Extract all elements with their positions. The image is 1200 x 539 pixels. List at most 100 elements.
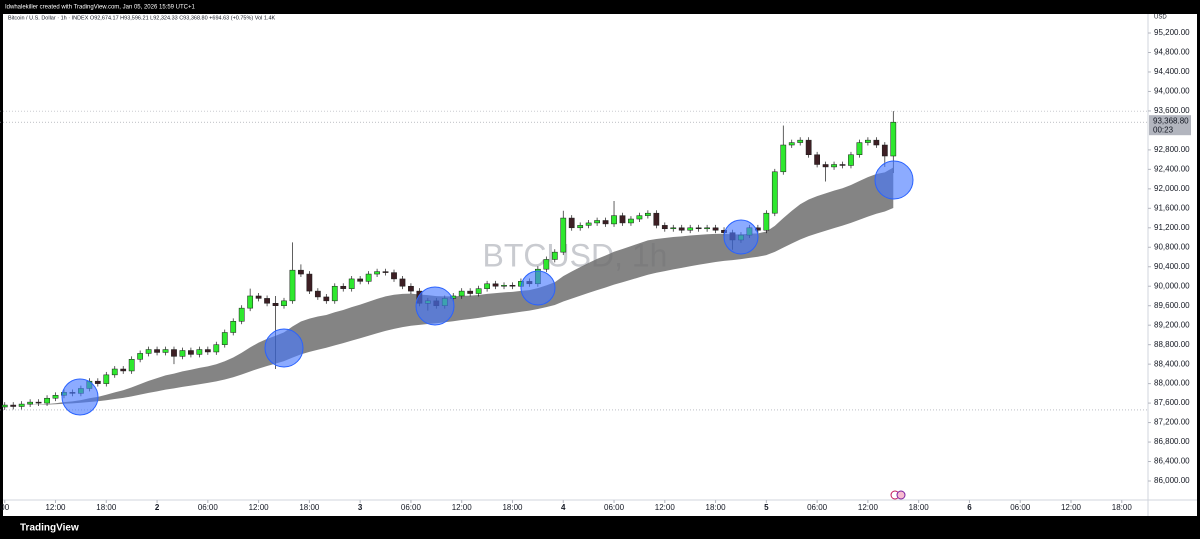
candle-body (52, 395, 59, 399)
y-tick-label: 91,200.00 (1154, 223, 1190, 232)
candle-body (128, 359, 135, 372)
candle-body (255, 295, 262, 299)
candle-body (881, 144, 888, 157)
marker-circle (264, 328, 304, 368)
candle-body (661, 225, 668, 230)
x-tick-label: 12:00 (45, 503, 66, 512)
y-tick-label: 91,600.00 (1154, 203, 1190, 212)
candle-body (27, 401, 33, 405)
candle-body (890, 121, 897, 157)
y-tick-label: 90,400.00 (1154, 262, 1190, 271)
candle-body (230, 321, 237, 333)
x-tick-label: 12:00 (249, 503, 270, 512)
y-tick-label: 94,400.00 (1154, 67, 1190, 76)
x-tick-label: 2 (155, 503, 160, 512)
candle-body (391, 272, 397, 280)
candle-body (687, 227, 694, 231)
candle-body (805, 139, 812, 156)
candle-body (788, 142, 795, 146)
x-tick-label: 06:00 (198, 503, 219, 512)
candle-body (120, 368, 127, 372)
x-tick-label: 12:00 (1061, 503, 1082, 512)
marker-circle (874, 160, 914, 200)
event-icon (890, 490, 906, 500)
x-tick-label: 12:00 (452, 503, 473, 512)
x-tick-label: 00 (0, 503, 9, 512)
candle-body (247, 295, 254, 309)
candle-body (399, 278, 406, 287)
candle-body (365, 273, 372, 282)
candle-body (780, 144, 787, 173)
last-price-label: 93,368.80 (1153, 116, 1189, 125)
candle-body (873, 139, 880, 146)
candle-body (137, 353, 144, 360)
candle-body (154, 349, 160, 353)
candle-body (171, 349, 177, 357)
y-tick-label: 92,800.00 (1154, 145, 1190, 154)
candle-body (636, 215, 643, 220)
candle-body (831, 164, 837, 168)
candle-body (458, 290, 465, 297)
candle-body (704, 227, 710, 230)
y-tick-label: 88,400.00 (1154, 359, 1190, 368)
marker-circle (723, 219, 759, 255)
candle-body (628, 218, 634, 224)
event-dot (896, 490, 906, 500)
candle-body (577, 225, 584, 229)
y-tick-label: 87,200.00 (1154, 418, 1190, 427)
candle-body (814, 154, 820, 165)
candle-body (340, 285, 347, 289)
candle-body (35, 401, 42, 404)
y-tick-label: 95,200.00 (1154, 28, 1190, 37)
x-tick-label: 3 (358, 503, 363, 512)
candle-body (298, 269, 304, 275)
candle-body (839, 164, 846, 166)
candle-body (221, 332, 228, 345)
candle-body (585, 222, 592, 226)
candle-body (848, 154, 854, 166)
candle-body (797, 139, 804, 143)
candle-body (822, 164, 829, 168)
candle-body (475, 288, 482, 294)
x-tick-label: 4 (561, 503, 566, 512)
y-tick-label: 94,800.00 (1154, 48, 1190, 57)
x-tick-label: 5 (764, 503, 769, 512)
candle-body (594, 220, 600, 224)
x-tick-label: 18:00 (909, 503, 930, 512)
x-tick-label: 06:00 (1010, 503, 1031, 512)
y-tick-label: 92,400.00 (1154, 164, 1190, 173)
candle-body (408, 285, 414, 292)
x-tick-label: 12:00 (655, 503, 676, 512)
candle-body (323, 296, 330, 302)
y-tick-label: 90,000.00 (1154, 281, 1190, 290)
candle-body (543, 259, 550, 270)
candle-body (44, 397, 50, 404)
candle-body (771, 171, 778, 214)
candle-body (865, 139, 871, 143)
marker-circle (415, 286, 455, 326)
candle-body (501, 285, 507, 287)
candle-body (357, 278, 364, 282)
candle-body (204, 349, 211, 353)
x-tick-label: 06:00 (807, 503, 828, 512)
candle-body (213, 344, 220, 353)
candle-body (111, 368, 118, 376)
candle-body (314, 290, 321, 298)
candle-body (509, 285, 516, 287)
candle-body (484, 283, 490, 289)
candle-body (145, 349, 152, 354)
candle-body (331, 285, 338, 302)
candle-body (678, 227, 685, 231)
marker-circle (61, 378, 99, 416)
y-tick-label: 86,400.00 (1154, 457, 1190, 466)
candle-body (492, 283, 499, 287)
candle-body (348, 278, 355, 289)
candle-body (568, 217, 575, 229)
candle-body (619, 215, 626, 224)
candle-body (467, 290, 474, 294)
candle-body (670, 227, 677, 230)
x-tick-label: 18:00 (299, 503, 320, 512)
countdown: 00:23 (1153, 125, 1174, 134)
